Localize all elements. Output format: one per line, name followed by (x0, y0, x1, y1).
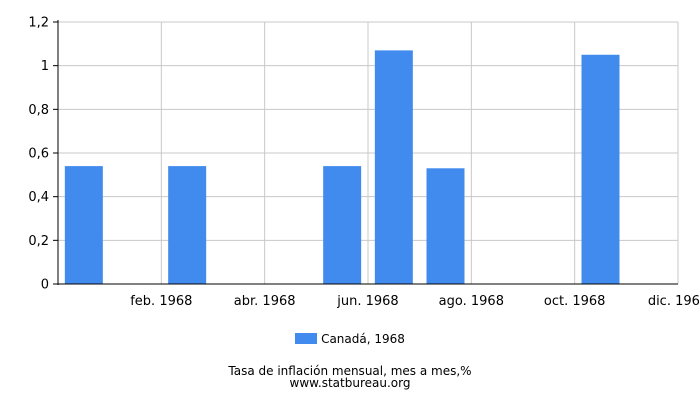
legend-label: Canadá, 1968 (321, 332, 405, 346)
x-tick-label: dic. 1968 (648, 294, 700, 309)
legend-swatch (295, 333, 318, 344)
x-tick-label: oct. 1968 (544, 294, 606, 309)
x-tick-label: feb. 1968 (130, 294, 192, 309)
bar (374, 50, 413, 285)
bar (581, 54, 620, 284)
x-tick-label: jun. 1968 (336, 294, 398, 309)
y-tick-label: 0,4 (28, 190, 49, 205)
y-tick-label: 0,8 (28, 103, 49, 118)
chart-caption: Tasa de inflación mensual, mes a mes,% (228, 364, 472, 378)
bar (64, 166, 103, 284)
x-tick-label: ago. 1968 (439, 294, 504, 309)
y-tick-label: 1,2 (28, 16, 49, 31)
y-tick-label: 1 (41, 59, 49, 74)
legend: Canadá, 1968 (0, 332, 700, 346)
y-tick-label: 0,2 (28, 234, 49, 249)
y-tick-label: 0 (41, 278, 49, 293)
bar (168, 166, 207, 284)
y-tick-label: 0,6 (28, 147, 49, 162)
source-caption: www.statbureau.org (289, 376, 411, 390)
bar (426, 168, 465, 284)
x-tick-label: abr. 1968 (234, 294, 296, 309)
bar (323, 166, 362, 284)
